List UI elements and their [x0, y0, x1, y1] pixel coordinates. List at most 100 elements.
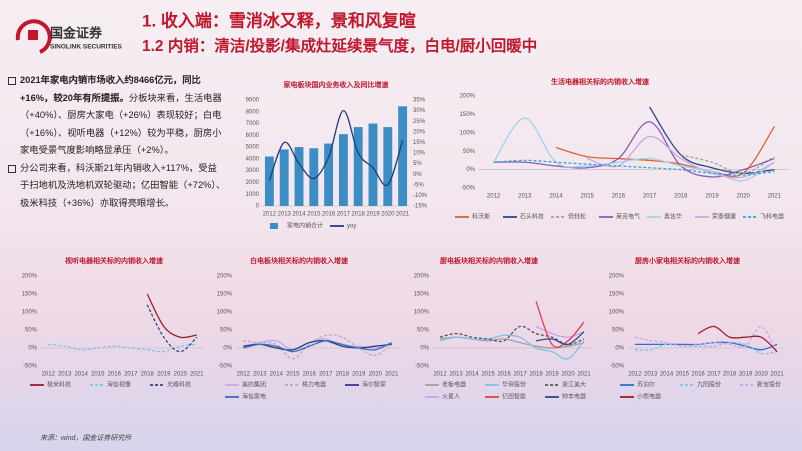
chart-title: 家电板块国内业务收入及同比增速 — [284, 80, 389, 89]
x-tick-label: 2014 — [549, 194, 563, 200]
x-tick-label: 2017 — [707, 372, 721, 378]
logo-cn: 国金证券 — [50, 25, 103, 40]
x-tick-label: 2019 — [366, 212, 380, 218]
x-tick-label: 2018 — [674, 194, 688, 200]
x-tick-label: 2015 — [307, 212, 321, 218]
y-tick-label: 100% — [22, 310, 38, 316]
x-tick-label: 2016 — [303, 372, 317, 378]
legend-label: 荣泰健康 — [712, 213, 736, 221]
x-tick-label: 2020 — [755, 372, 769, 378]
legend-label: 新宝股份 — [757, 381, 781, 389]
x-tick-label: 2019 — [739, 372, 753, 378]
x-tick-label: 2017 — [513, 372, 527, 378]
chart-title: 视听电器相关标的内销收入增速 — [65, 256, 163, 265]
line — [48, 343, 197, 353]
bar — [383, 127, 393, 206]
legend-label: 格力电器 — [302, 381, 326, 389]
x-tick-label: 2021 — [768, 194, 782, 200]
bar — [353, 127, 363, 206]
page-subtitle: 1.2 内销：清洁/投影/集成灶延续景气度，白电/厨小回暖中 — [142, 36, 537, 55]
y2-tick-label: 5% — [413, 161, 422, 167]
bullet-text: 分公司来看，科沃斯21年内销收入+117%，受益于扫地机及洗地机双轮驱动；亿田智… — [20, 162, 226, 208]
y-tick-label: 0% — [615, 346, 624, 352]
bullet-text: 分板块来看，生活电器（+40%）、厨房大家电（+26%）表现较好；白电（+16%… — [20, 92, 222, 156]
x-tick-label: 2014 — [292, 212, 306, 218]
legend-label: 火星人 — [442, 394, 460, 401]
line — [493, 117, 775, 182]
x-tick-label: 2016 — [691, 372, 705, 378]
y-tick-label: 0% — [223, 346, 232, 352]
x-tick-label: 2018 — [529, 372, 543, 378]
x-tick-label: 2013 — [253, 372, 267, 378]
legend-label: 家电内销合计 — [287, 222, 323, 230]
y-tick-label: 100% — [609, 310, 625, 316]
x-tick-label: 2019 — [545, 372, 559, 378]
legend-label: 飞科电器 — [760, 213, 784, 221]
x-tick-label: 2016 — [108, 372, 122, 378]
y2-tick-label: -15% — [413, 204, 428, 210]
line — [535, 325, 585, 338]
legend-label: 美的集团 — [242, 381, 266, 389]
x-tick-label: 2015 — [91, 372, 105, 378]
logo-icon — [15, 19, 52, 54]
y-tick-label: 100% — [217, 310, 233, 316]
y-tick-label: 200% — [22, 274, 38, 280]
y-tick-label: 50% — [417, 328, 430, 334]
x-tick-label: 2012 — [263, 212, 277, 218]
bullet: 2021年家电内销市场收入约8466亿元，同比+16%，较20年有所提振。分板块… — [8, 72, 226, 160]
x-tick-label: 2021 — [385, 372, 399, 378]
y-tick-label: 0% — [28, 346, 37, 352]
x-tick-label: 2020 — [174, 372, 188, 378]
logo-en: SINOLINK SECURITIES — [50, 44, 123, 51]
legend-label: 浙江美大 — [562, 381, 586, 389]
x-tick-label: 2021 — [770, 372, 784, 378]
x-tick-label: 2014 — [75, 372, 89, 378]
x-tick-label: 2016 — [322, 212, 336, 218]
x-tick-label: 2020 — [369, 372, 383, 378]
line — [535, 331, 585, 346]
x-tick-label: 2018 — [723, 372, 737, 378]
line — [493, 159, 775, 176]
y-tick-label: 150% — [217, 292, 233, 298]
legend-label: 倍轻松 — [568, 213, 586, 221]
y-tick-label: 100% — [414, 310, 430, 316]
bar — [294, 147, 304, 206]
y-tick-label: 150% — [609, 292, 625, 298]
x-tick-label: 2016 — [497, 372, 511, 378]
line — [634, 325, 778, 354]
y-tick-label: 100% — [460, 130, 476, 136]
legend-label: 苏泊尔 — [637, 381, 655, 389]
x-tick-label: 2012 — [42, 372, 56, 378]
x-tick-label: 2021 — [396, 212, 410, 218]
bar — [309, 148, 319, 206]
y2-tick-label: -10% — [413, 193, 428, 199]
bar — [338, 134, 348, 206]
y-tick-label: 1000 — [246, 192, 260, 198]
x-tick-label: 2017 — [124, 372, 138, 378]
legend-label: 极米科技 — [47, 381, 71, 389]
x-tick-label: 2013 — [58, 372, 72, 378]
y-tick-label: 200% — [414, 274, 430, 280]
chart-title: 白电板块相关标的内销收入增速 — [250, 256, 348, 265]
chart-title: 生活电器相关标的内销收入增速 — [551, 77, 649, 86]
source: 来源：wind，国金证券研究所 — [40, 434, 132, 442]
x-tick-label: 2014 — [270, 372, 284, 378]
y-tick-label: 2000 — [246, 180, 260, 186]
x-tick-label: 2021 — [577, 372, 591, 378]
y-tick-label: 9000 — [246, 98, 260, 104]
x-tick-label: 2015 — [286, 372, 300, 378]
line — [146, 304, 198, 353]
x-tick-label: 2018 — [336, 372, 350, 378]
x-tick-label: 2013 — [278, 212, 292, 218]
x-tick-label: 2012 — [433, 372, 447, 378]
legend-label: 奥佳华 — [664, 213, 682, 221]
x-tick-label: 2018 — [352, 212, 366, 218]
legend-swatch — [270, 223, 278, 229]
y-tick-label: 7000 — [246, 121, 260, 127]
y-tick-label: -50% — [415, 364, 430, 370]
x-tick-label: 2013 — [518, 194, 532, 200]
x-tick-label: 2018 — [141, 372, 155, 378]
y-tick-label: 200% — [609, 274, 625, 280]
legend-label: 科沃斯 — [472, 213, 490, 221]
